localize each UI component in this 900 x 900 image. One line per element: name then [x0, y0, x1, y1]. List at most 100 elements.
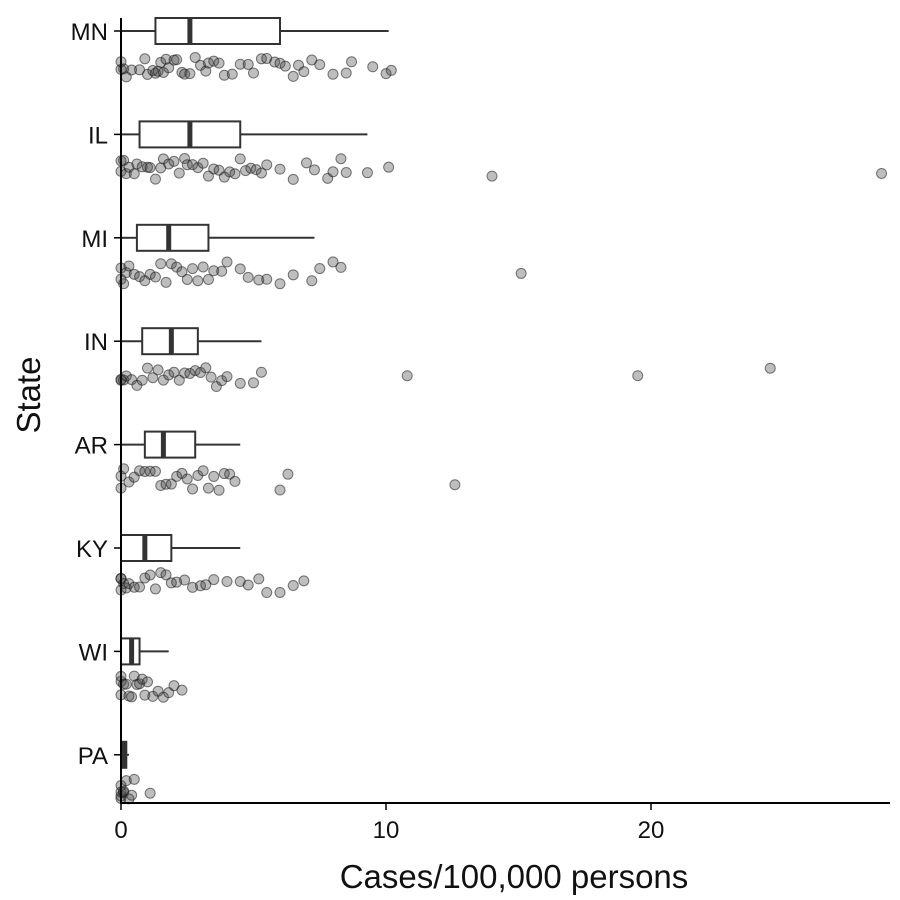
point-MI-25 — [253, 274, 265, 286]
point-MN-34 — [274, 57, 286, 69]
point-WI-6 — [126, 691, 138, 703]
point-IL-36 — [308, 164, 320, 176]
point-MN-42 — [340, 67, 352, 79]
point-IN-6 — [136, 374, 148, 386]
point-MN-4 — [126, 64, 138, 76]
point-KY-27 — [298, 575, 310, 587]
point-MI-9 — [149, 271, 161, 283]
point-PA-10 — [144, 787, 156, 799]
point-MN-19 — [184, 68, 196, 80]
x-tick-label-0: 0 — [114, 817, 127, 844]
point-IL-39 — [335, 153, 347, 165]
point-MN-13 — [160, 53, 172, 65]
point-IL-6 — [131, 158, 143, 170]
point-KY-8 — [139, 572, 151, 584]
point-IL-33 — [274, 163, 286, 175]
point-MI-5 — [128, 268, 140, 280]
point-IL-42 — [383, 161, 395, 173]
point-AR-19 — [208, 470, 220, 482]
point-IN-28 — [764, 362, 776, 374]
point-IL-38 — [327, 166, 339, 178]
point-KY-15 — [179, 574, 191, 586]
point-MI-33 — [515, 267, 527, 279]
point-IL-16 — [179, 153, 191, 165]
point-MI-14 — [176, 266, 188, 278]
point-MI-32 — [335, 261, 347, 273]
box-MI — [135, 223, 210, 252]
point-KY-23 — [253, 573, 265, 585]
point-MN-30 — [248, 67, 259, 79]
point-MN-27 — [226, 68, 238, 80]
point-MI-23 — [234, 263, 246, 275]
point-MN-40 — [314, 59, 326, 71]
y-tick-label-PA: PA — [78, 743, 108, 770]
point-AR-20 — [213, 484, 225, 496]
point-KY-20 — [221, 576, 233, 588]
point-MN-22 — [200, 65, 212, 77]
box-MN — [154, 17, 281, 45]
point-AR-25 — [282, 468, 294, 480]
point-IN-27 — [632, 370, 644, 382]
point-MN-25 — [213, 57, 225, 69]
point-IL-31 — [255, 167, 267, 179]
point-MN-38 — [298, 66, 310, 78]
point-IN-24 — [248, 377, 259, 389]
point-AR-23 — [229, 475, 241, 487]
y-tick-label-IN: IN — [84, 329, 108, 356]
point-MN-43 — [346, 56, 358, 68]
point-IN-22 — [221, 371, 233, 383]
point-MN-29 — [242, 58, 254, 70]
point-IL-43 — [486, 170, 498, 182]
point-IN-13 — [173, 374, 185, 386]
point-MI-28 — [287, 269, 299, 281]
point-IN-18 — [200, 362, 212, 374]
point-MN-11 — [155, 56, 167, 68]
x-axis-title: Cases/100,000 persons — [340, 858, 689, 895]
point-KY-19 — [208, 574, 220, 586]
point-MN-20 — [189, 51, 201, 63]
point-MI-17 — [192, 275, 204, 287]
point-AR-8 — [149, 465, 161, 477]
point-KY-9 — [144, 569, 156, 581]
point-MI-11 — [160, 276, 172, 288]
axes-layer — [120, 18, 890, 804]
point-AR-11 — [165, 478, 177, 490]
point-WI-12 — [142, 676, 153, 688]
point-WI-11 — [139, 689, 151, 701]
point-IN-19 — [205, 371, 217, 383]
point-AR-12 — [171, 470, 183, 482]
point-MN-16 — [171, 54, 183, 66]
point-KY-22 — [242, 579, 254, 591]
point-MI-31 — [327, 256, 339, 268]
point-IN-11 — [163, 369, 175, 381]
y-tick-label-KY: KY — [76, 536, 108, 563]
point-WI-4 — [120, 678, 132, 690]
point-KY-16 — [187, 581, 199, 593]
x-tick-label-10: 10 — [373, 817, 400, 844]
point-MN-44 — [367, 61, 379, 73]
point-AR-24 — [274, 484, 286, 496]
point-MI-12 — [165, 258, 177, 270]
point-MI-21 — [216, 265, 228, 277]
point-MI-8 — [144, 268, 156, 280]
point-IL-34 — [287, 173, 299, 185]
point-IL-15 — [173, 167, 185, 179]
point-MN-6 — [139, 53, 151, 65]
point-KY-25 — [274, 586, 286, 598]
boxes-layer — [120, 17, 389, 769]
point-MN-28 — [234, 58, 246, 70]
point-MN-35 — [279, 60, 291, 72]
point-KY-24 — [261, 587, 273, 599]
point-MI-18 — [197, 261, 209, 273]
point-KY-12 — [160, 569, 172, 581]
point-MN-41 — [327, 68, 339, 80]
point-IN-12 — [168, 366, 180, 378]
point-MI-10 — [155, 258, 167, 270]
point-IN-15 — [184, 367, 196, 379]
y-tick-label-WI: WI — [79, 639, 108, 666]
point-MN-36 — [287, 70, 299, 82]
x-tick-label-20: 20 — [638, 817, 665, 844]
point-WI-10 — [136, 673, 148, 685]
point-AR-22 — [224, 468, 236, 480]
point-IN-26 — [401, 370, 413, 382]
